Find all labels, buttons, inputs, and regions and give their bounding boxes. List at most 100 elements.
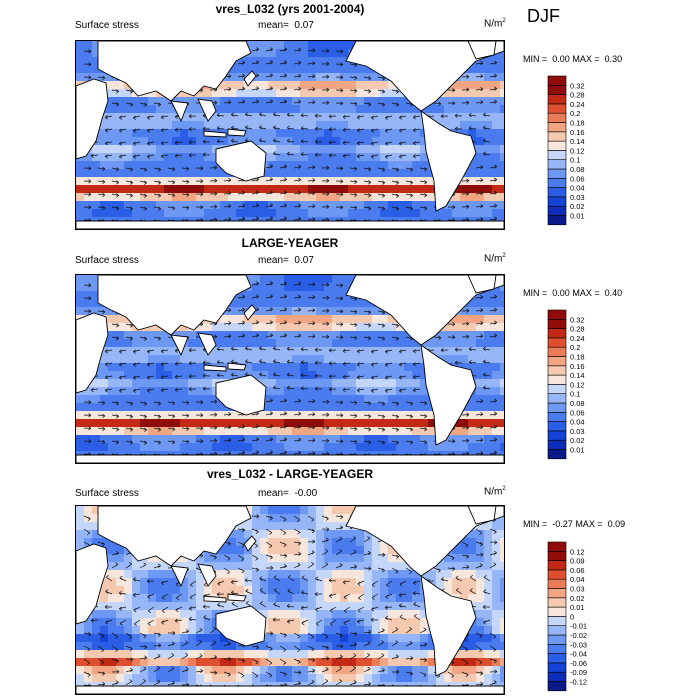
field-cell [388, 347, 396, 355]
field-cell [388, 403, 396, 411]
field-cell [140, 379, 148, 387]
field-cell [340, 201, 348, 209]
field-cell [124, 129, 132, 137]
field-cell [372, 193, 380, 201]
field-cell [316, 355, 324, 363]
field-cell [268, 594, 276, 602]
field-cell [396, 121, 404, 129]
field-cell [236, 530, 244, 538]
field-cell [404, 411, 412, 419]
field-cell [492, 427, 500, 435]
field-cell [340, 586, 348, 594]
wind-arrow [475, 552, 484, 557]
field-cell [292, 355, 300, 363]
field-cell [340, 283, 348, 291]
wind-arrow [300, 386, 309, 391]
field-cell [324, 403, 332, 411]
field-cell [188, 427, 196, 435]
field-cell [236, 570, 244, 578]
field-cell [404, 113, 412, 121]
wind-arrow [279, 203, 288, 208]
field-cell [444, 570, 452, 578]
field-cell [396, 201, 404, 209]
field-cell [244, 193, 252, 201]
field-cell [292, 323, 300, 331]
field-cell [220, 546, 228, 554]
field-cell [204, 177, 212, 185]
wind-arrow [475, 294, 484, 300]
field-cell [132, 650, 140, 658]
field-cell [180, 371, 188, 379]
wind-arrow [279, 177, 288, 182]
field-cell [284, 299, 292, 307]
wind-arrow [489, 190, 498, 195]
field-cell [356, 435, 364, 443]
wind-arrow [118, 375, 127, 380]
field-cell [180, 97, 188, 105]
field-cell [404, 363, 412, 371]
field-cell [276, 435, 284, 443]
field-cell [388, 570, 396, 578]
panel-1-mean: mean= 0.07 [258, 20, 314, 31]
field-cell [108, 97, 116, 105]
wind-arrow [174, 140, 183, 145]
field-cell [180, 129, 188, 137]
field-cell [380, 137, 388, 145]
field-cell [172, 395, 180, 403]
field-cell [340, 161, 348, 169]
field-cell [412, 618, 420, 626]
field-cell [116, 97, 124, 105]
field-cell [132, 435, 140, 443]
wind-arrow [97, 439, 106, 444]
wind-arrow [293, 541, 302, 546]
wind-arrow [482, 112, 491, 117]
field-cell [204, 411, 212, 419]
min-value: 0.00 [552, 54, 570, 64]
field-cell [284, 674, 292, 682]
field-cell [324, 169, 332, 177]
field-cell [220, 578, 228, 586]
field-cell [388, 161, 396, 169]
field-cell [316, 419, 324, 427]
field-cell [148, 586, 156, 594]
wind-arrow [83, 205, 92, 210]
field-cell [156, 618, 164, 626]
field-cell [92, 642, 100, 650]
field-cell [172, 626, 180, 634]
field-cell [236, 137, 244, 145]
field-cell [204, 89, 212, 97]
wind-arrow [335, 322, 344, 327]
field-cell [356, 610, 364, 618]
field-cell [260, 355, 268, 363]
field-cell [92, 506, 100, 514]
colorbar-tick-label: 0.28 [570, 325, 585, 334]
field-cell [452, 578, 460, 586]
field-cell [308, 411, 316, 419]
field-cell [236, 602, 244, 610]
field-cell [460, 97, 468, 105]
wind-arrow [307, 321, 316, 326]
field-cell [108, 339, 116, 347]
wind-arrow [265, 86, 273, 91]
wind-arrow [251, 47, 260, 52]
field-cell [92, 427, 100, 435]
field-cell [340, 89, 348, 97]
field-cell [132, 443, 140, 451]
field-cell [324, 209, 332, 217]
wind-arrow [167, 414, 176, 419]
field-cell [140, 403, 148, 411]
field-cell [468, 546, 476, 554]
field-cell [436, 443, 444, 451]
field-cell [468, 105, 476, 113]
field-cell [388, 602, 396, 610]
wind-arrow [83, 413, 92, 418]
field-cell [372, 161, 380, 169]
field-cell [452, 89, 460, 97]
field-cell [156, 145, 164, 153]
wind-arrow [405, 440, 414, 445]
field-cell [268, 650, 276, 658]
field-cell [324, 347, 332, 355]
field-cell [212, 403, 220, 411]
field-cell [228, 177, 236, 185]
field-cell [268, 387, 276, 395]
